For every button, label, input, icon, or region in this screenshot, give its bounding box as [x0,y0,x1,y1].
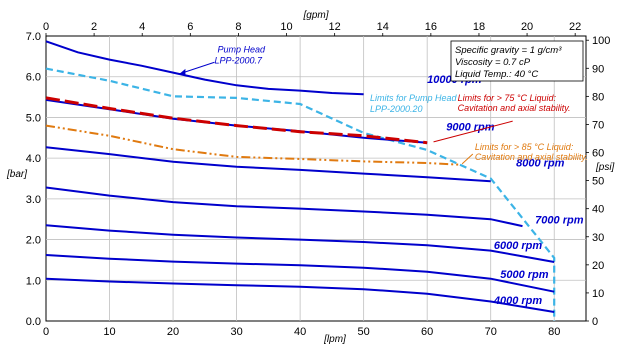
axes: 0 10 20 30 40 50 60 70 800.01.02.03.04.05.06.07.… [26,21,611,338]
y2-tick-label: 90 [592,63,604,75]
y2-tick-label: 70 [592,119,604,131]
x2-axis-label: [gpm] [302,10,328,21]
y2-tick-label: 80 [592,91,604,103]
limit-75c-label-line: Cavitation and axial stability. [458,103,571,113]
x2-tick-label: 2 [91,21,97,33]
y2-tick-label: 60 [592,148,604,160]
x2-tick-label: 4 [139,21,145,33]
pump-head-2000-7-arrowhead [179,68,186,75]
rpm-curve [45,277,555,313]
y-tick-label: 4.0 [26,153,41,165]
info-specific-gravity: Specific gravity = 1 g/cm³ [455,45,562,56]
y2-tick-label: 100 [592,35,610,47]
info-box: Specific gravity = 1 g/cm³ Viscosity = 0… [450,40,584,82]
x2-tick-label: 22 [569,21,581,33]
x-tick-label: 50 [358,326,370,338]
y-tick-label: 5.0 [26,112,41,124]
y-tick-label: 1.0 [26,275,41,287]
x-tick-label: 10 [103,326,115,338]
x2-tick-label: 12 [329,21,341,33]
x-tick-label: 40 [294,326,306,338]
x2-tick-label: 6 [187,21,193,33]
x-tick-label: 60 [421,326,433,338]
x2-tick-label: 14 [377,21,389,33]
rpm-label: 8000 rpm [516,157,565,169]
x-tick-label: 70 [485,326,497,338]
x-tick-label: 20 [167,326,179,338]
rpm-label: 5000 rpm [500,269,549,281]
rpm-label: 4000 rpm [493,295,543,307]
limit-75c-line [45,96,428,145]
info-viscosity: Viscosity = 0.7 cP [455,57,531,68]
y2-axis-label: [psi] [595,162,615,173]
pump-head-2000-7-label-line: Pump Head [218,44,267,54]
limit-75c-arrow [433,120,513,143]
pump-head-2000-20-label-line: Limits for Pump Head [370,93,458,103]
rpm-curve [45,186,523,228]
y-tick-label: 0.0 [26,316,41,328]
x2-tick-label: 16 [425,21,437,33]
x2-tick-label: 8 [235,21,241,33]
y-tick-label: 7.0 [26,31,41,43]
rpm-label: 6000 rpm [494,240,543,252]
y2-tick-label: 30 [592,232,604,244]
rpm-curve [45,224,555,263]
y2-tick-label: 20 [592,260,604,272]
x2-tick-label: 20 [521,21,533,33]
y-tick-label: 3.0 [26,194,41,206]
rpm-curve [45,254,555,293]
limit-75c-label: Limits for > 75 °C Liquid: Cavitation and… [458,93,571,113]
limit-85c-label-line: Limits for > 85 °C Liquid: [475,142,574,152]
y2-tick-label: 50 [592,176,604,188]
limit-85c-arrow [461,153,474,165]
rpm-label: 7000 rpm [535,214,584,226]
rpm-label: 9000 rpm [446,121,495,133]
x-tick-label: 0 [43,326,49,338]
y2-tick-label: 0 [592,316,598,328]
rpm-curve [45,40,364,96]
series-layer [45,40,556,321]
x-tick-label: 30 [230,326,242,338]
pump-head-2000-20-label: Limits for Pump Head LPP-2000.20 [370,93,458,114]
pump-head-2000-7-label: Pump Head LPP-2000.7 [215,44,267,65]
x2-tick-label: 10 [280,21,292,33]
y-tick-label: 2.0 [26,235,41,247]
x2-tick-label: 18 [473,21,485,33]
y-tick-label: 6.0 [26,72,41,84]
limit-75c-label-line: Limits for > 75 °C Liquid: [458,93,557,103]
limit-85c-label-line: Cavitation and axial stability. [475,152,588,162]
pump-head-2000-7-label-line: LPP-2000.7 [215,55,264,65]
x2-tick-label: 0 [43,21,49,33]
y2-tick-label: 10 [592,288,604,300]
info-liquid-temp: Liquid Temp.: 40 °C [455,69,538,80]
limit-85c-line [45,124,459,166]
pump-head-2000-20-label-line: LPP-2000.20 [370,104,423,114]
x-tick-label: 80 [548,326,560,338]
rpm-curve [45,146,491,183]
x-axis-label: [lpm] [323,334,346,345]
pump-head-2000-20-limit-line [45,67,556,321]
plot-background [45,35,587,322]
y2-tick-label: 40 [592,204,604,216]
limit-85c-label: Limits for > 85 °C Liquid: Cavitation and… [475,142,588,162]
y-axis-label: [bar] [6,169,27,180]
